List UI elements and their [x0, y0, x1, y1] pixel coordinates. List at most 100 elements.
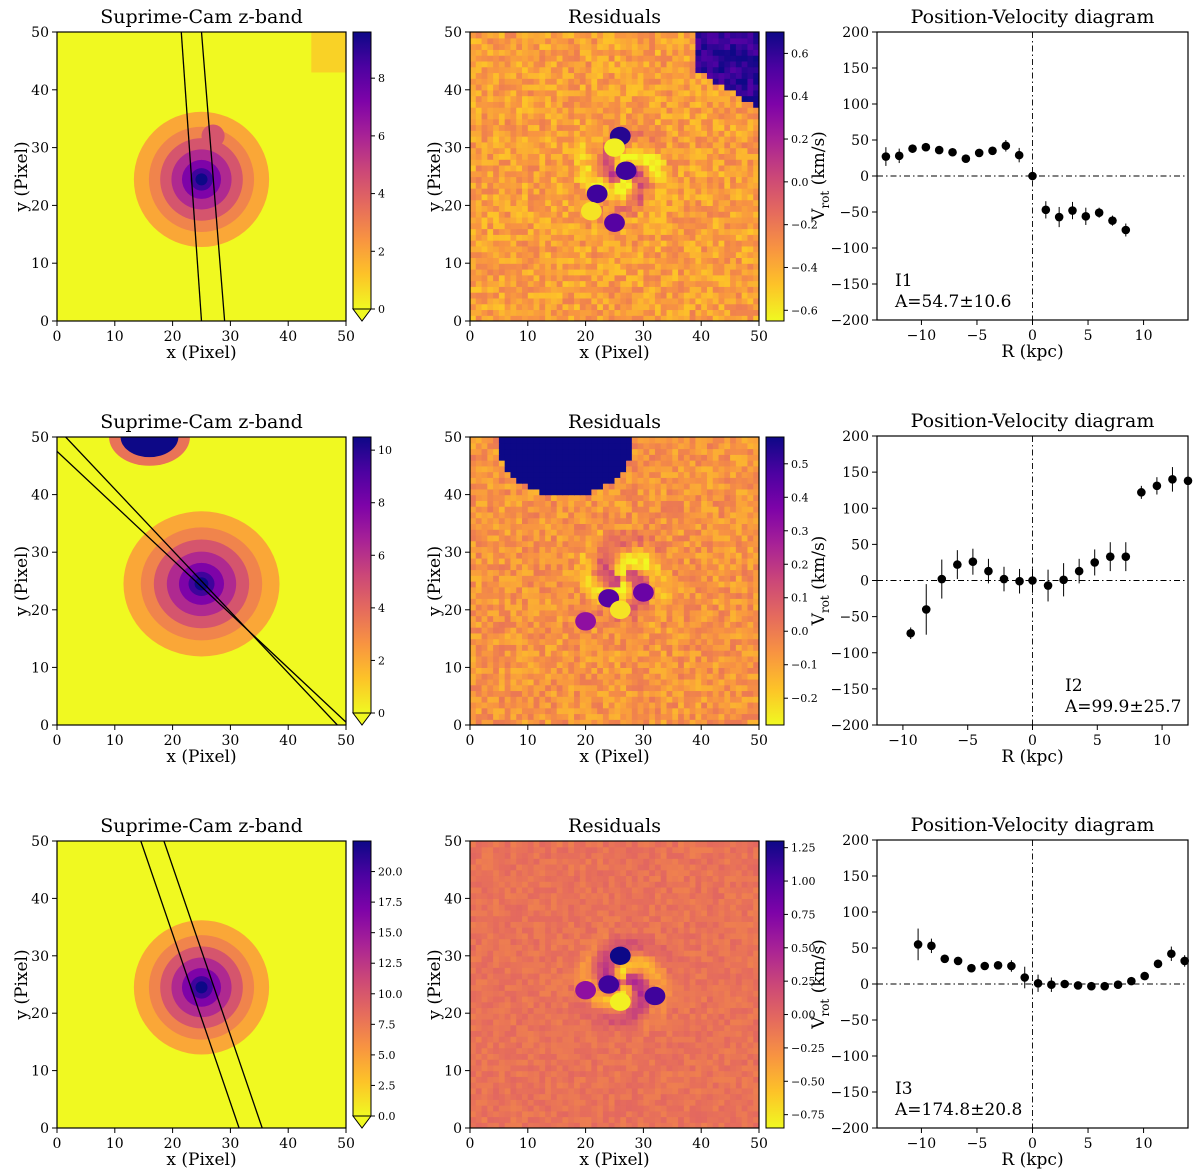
data-point [1007, 961, 1016, 971]
colorbar-tick-label: −0.4 [791, 261, 818, 274]
x-axis-label: x (Pixel) [579, 1150, 649, 1170]
pv-chart-2: −10 −5 0 5 10−200−150−100−50050100150200Posi… [809, 814, 1189, 1170]
image-xtick-label: 40 [692, 329, 710, 345]
galaxy-level [195, 173, 208, 186]
x-tick-label: 5 [1084, 328, 1093, 344]
residual-feature [609, 992, 631, 1011]
image-frame [56, 840, 347, 1129]
colorbar: −0.6 −0.4 −0.2 0.0 0.2 0.4 0.6 [765, 31, 818, 322]
data-point [908, 144, 917, 153]
image-frame [56, 31, 347, 322]
image-ytick-label: 50 [444, 25, 462, 41]
y-tick-label: 0 [860, 169, 869, 185]
image-xtick-label: 0 [53, 329, 62, 345]
y-label-main: V [809, 1016, 829, 1030]
data-point [1059, 575, 1068, 585]
residual-pixels [470, 841, 759, 1128]
colorbar-tick-label: −0.25 [791, 1042, 825, 1055]
x-axis-label: x (Pixel) [166, 343, 236, 363]
image-xtick-label: 30 [634, 329, 652, 345]
y-tick-label: −100 [831, 241, 869, 257]
slit-line [140, 841, 240, 1128]
residual-pixels [470, 437, 759, 725]
x-tick-label: 5 [1084, 1136, 1093, 1152]
data-point [1014, 150, 1024, 160]
colorbar-tick-label: 0 [378, 303, 385, 316]
y-tick-label: 50 [851, 941, 869, 957]
data-point [1137, 488, 1146, 497]
image-xtick-label: 50 [750, 329, 768, 345]
y-axis-label: Vrot (km/s) [809, 131, 832, 222]
image-xtick-label: 20 [577, 1136, 595, 1152]
colorbar-tick-label: 0.25 [791, 975, 816, 988]
data-point [1127, 976, 1136, 986]
image-xtick-label: 40 [279, 1136, 297, 1152]
x-axis-label: x (Pixel) [579, 747, 649, 767]
data-point [921, 605, 931, 614]
y-label-main: V [809, 208, 829, 222]
y-axis-label: Vrot (km/s) [809, 939, 832, 1030]
image-xtick-label: 30 [221, 1136, 239, 1152]
colorbar-tick-label: −0.50 [791, 1075, 825, 1088]
colorbar: −0.2 −0.1 0.0 0.1 0.2 0.3 0.4 0.5 [765, 436, 818, 726]
y-label-subscript: rot [818, 999, 832, 1017]
image-xtick-label: 50 [750, 1136, 768, 1152]
image-ytick-label: 10 [31, 1064, 49, 1080]
x-axis-label: x (Pixel) [166, 1150, 236, 1170]
image-ytick-label: 20 [31, 198, 49, 214]
annotation-id: I3 [895, 1079, 913, 1099]
image-panel-5: 0 10 20 30 40 50 0 10 20 30 40 50 Residuals x (Pixel)… [425, 815, 825, 1170]
data-point [894, 151, 904, 161]
data-point [1090, 558, 1099, 567]
x-axis-label: R (kpc) [1001, 342, 1063, 362]
image-ytick-label: 40 [444, 83, 462, 99]
image-xtick-label: 0 [466, 733, 475, 749]
image-xtick-label: 30 [634, 1136, 652, 1152]
colorbar-tick-label: 0.2 [791, 558, 809, 571]
image-panel-4: 0 10 20 30 40 50 0 10 20 30 40 50 Suprime-Cam z-band… [12, 815, 403, 1170]
data-point [940, 954, 950, 964]
image-ytick-label: 20 [31, 1006, 49, 1022]
colorbar-tick-label: 8 [378, 497, 385, 510]
data-point [921, 142, 931, 152]
panel-title: Residuals [568, 411, 661, 433]
residual-feature [575, 981, 597, 1000]
image-ytick-label: 40 [31, 83, 49, 99]
colorbar-tick-label: 4 [378, 188, 385, 201]
colorbar-gradient [352, 840, 372, 1117]
y-axis-label: y (Pixel) [12, 949, 32, 1020]
image-ytick-label: 20 [31, 603, 49, 619]
data-point [999, 574, 1009, 584]
colorbar-tick-label: 0.2 [791, 133, 809, 146]
image-ytick-label: 30 [31, 545, 49, 561]
image-ytick-label: 10 [444, 1064, 462, 1080]
annotation-amplitude: A=99.9±25.7 [1064, 697, 1181, 717]
data-point [1041, 205, 1051, 215]
panel-title: Suprime-Cam z-band [100, 6, 303, 28]
colorbar-tick-label: 6 [378, 549, 385, 562]
image-xtick-label: 30 [221, 329, 239, 345]
panel-title: Residuals [568, 815, 661, 837]
colorbar-tick-label: 0.0 [791, 176, 809, 189]
data-point [1020, 973, 1030, 982]
image-frame [469, 31, 760, 322]
image-ytick-label: 50 [444, 834, 462, 850]
y-tick-label: 50 [851, 133, 869, 149]
image-ytick-label: 0 [453, 314, 462, 330]
y-tick-label: 150 [842, 869, 869, 885]
colorbar-tick-label: 5.0 [378, 1049, 396, 1062]
x-axis-label: x (Pixel) [166, 747, 236, 767]
image-xtick-label: 10 [519, 329, 537, 345]
pv-chart-1: −10 −5 0 5 10−200−150−100−50050100150200Posi… [809, 410, 1193, 767]
y-label-main: V [809, 612, 829, 626]
image-ytick-label: 0 [453, 718, 462, 734]
data-point [1094, 208, 1104, 218]
x-tick-label: −10 [907, 1136, 937, 1152]
y-label-subscript: rot [818, 595, 832, 613]
image-xtick-label: 40 [279, 733, 297, 749]
data-point [1140, 971, 1149, 981]
x-tick-label: −10 [907, 328, 937, 344]
colorbar-tick-label: 6 [378, 130, 385, 143]
data-point [1108, 216, 1117, 225]
data-point [1087, 981, 1096, 991]
